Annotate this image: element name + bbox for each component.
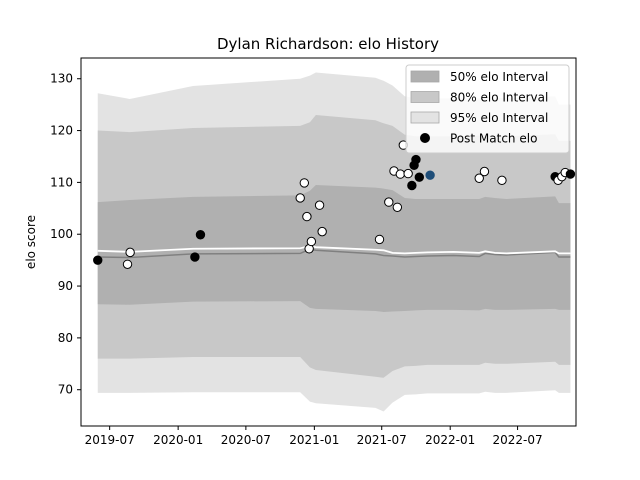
legend-label: Post Match elo <box>450 132 537 146</box>
post-match-point <box>565 169 576 179</box>
x-tick-label: 2022-01 <box>425 433 475 447</box>
legend: 50% elo Interval 80% elo Interval 95% elo … <box>405 64 570 154</box>
post-match-point <box>414 172 425 182</box>
y-tick-label: 110 <box>50 175 73 189</box>
legend-label: 80% elo Interval <box>450 91 548 105</box>
post-match-point <box>93 255 103 265</box>
y-tick-label: 130 <box>50 72 73 86</box>
post-match-point <box>295 193 305 203</box>
post-match-point <box>125 247 135 258</box>
legend-swatch-95 <box>410 111 440 124</box>
legend-swatch-50 <box>410 70 440 83</box>
y-tick-label: 70 <box>58 383 73 397</box>
post-match-point <box>122 259 133 269</box>
x-tick-label: 2020-07 <box>221 433 271 447</box>
post-match-point <box>407 180 417 191</box>
legend-label: 50% elo Interval <box>450 70 548 84</box>
post-match-point <box>190 252 200 262</box>
post-match-point <box>374 234 385 245</box>
mean-line <box>97 245 571 255</box>
post-match-point <box>411 154 421 165</box>
post-match-point <box>302 211 312 222</box>
y-tick-label: 120 <box>50 124 73 138</box>
y-tick-label: 90 <box>58 279 73 293</box>
post-match-point <box>403 168 413 179</box>
post-match-point <box>299 178 310 188</box>
x-tick-label: 2022-07 <box>492 433 542 447</box>
axes-frame <box>80 57 577 427</box>
post-match-point <box>497 175 507 186</box>
x-tick-label: 2021-01 <box>289 433 339 447</box>
post-match-point <box>425 170 435 180</box>
legend-marker-post-match <box>420 133 430 143</box>
axes: 2019-07 2020-01 2020-07 2021-01 2021-07 2022-… <box>50 57 577 447</box>
post-match-point <box>479 166 490 177</box>
post-match-point <box>317 226 327 237</box>
post-match-point <box>384 197 394 207</box>
x-tick-label: 2021-07 <box>357 433 407 447</box>
legend-swatch-80 <box>410 91 440 103</box>
plot-area <box>93 72 576 412</box>
y-tick-label: 80 <box>58 331 73 345</box>
post-match-point <box>474 173 484 183</box>
x-tick-label: 2020-01 <box>153 433 203 447</box>
y-tick-label: 100 <box>50 227 73 241</box>
x-tick-label: 2019-07 <box>85 433 135 447</box>
chart-title: Dylan Richardson: elo History <box>217 35 439 53</box>
legend-box <box>405 64 570 154</box>
post-match-point <box>195 230 206 240</box>
post-match-point <box>395 169 406 179</box>
median-line <box>97 248 571 259</box>
post-match-point <box>314 200 325 210</box>
post-match-point <box>392 202 403 212</box>
y-axis-title: elo score <box>24 215 38 269</box>
post-match-point <box>306 236 317 247</box>
legend-label: 95% elo Interval <box>450 111 548 125</box>
